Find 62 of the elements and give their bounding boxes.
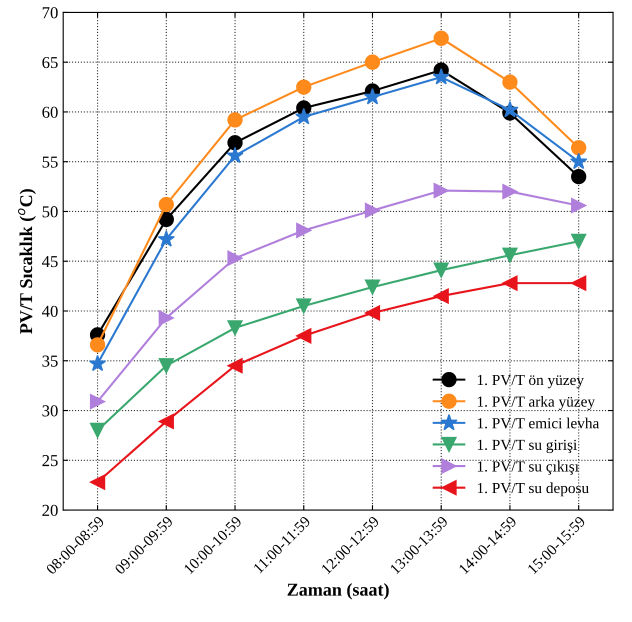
point	[571, 140, 586, 156]
point	[227, 320, 243, 336]
legend-label: 1. PV/T ön yüzey	[478, 374, 584, 388]
y-tick-label: 20	[42, 504, 58, 516]
point	[90, 337, 106, 352]
point	[571, 169, 586, 184]
point	[364, 305, 380, 321]
y-tick-label: 30	[42, 405, 58, 416]
point	[90, 422, 106, 438]
y-tick-label: 45	[42, 256, 58, 268]
legend-label: 1. PV/T su deposu	[478, 482, 589, 496]
y-tick-label: 55	[42, 156, 58, 168]
y-tick-label: 60	[42, 106, 58, 118]
y-axis-title: PV/T Sıcaklık ($^{o}$C)	[18, 189, 36, 334]
legend-label: 1. PV/T su girişi	[478, 440, 577, 454]
point	[227, 358, 243, 374]
point	[432, 68, 450, 85]
point	[571, 275, 586, 291]
x-axis-title: Zaman (saat)	[288, 583, 389, 600]
point	[434, 262, 449, 278]
y-tick-label: 50	[42, 206, 58, 218]
y-tick-label: 70	[42, 7, 58, 18]
point	[90, 474, 106, 490]
point	[501, 100, 519, 118]
point	[158, 414, 174, 430]
point	[158, 212, 174, 228]
legend-label: 1. PV/T emici levha	[478, 418, 600, 428]
point	[227, 135, 243, 150]
point	[364, 202, 380, 218]
point	[570, 152, 588, 170]
point	[227, 112, 243, 128]
point	[571, 234, 586, 249]
point	[434, 182, 449, 198]
point	[158, 230, 175, 247]
point	[158, 358, 174, 374]
legend-label: 1. PV/T su çıkışı	[478, 460, 579, 475]
point	[296, 79, 312, 95]
point	[364, 88, 382, 104]
point	[502, 275, 518, 291]
point	[296, 328, 312, 344]
point	[364, 279, 380, 295]
point	[364, 54, 380, 70]
point	[90, 394, 106, 410]
point	[158, 310, 174, 326]
point	[434, 30, 449, 46]
point	[296, 222, 312, 238]
point	[296, 298, 312, 314]
point	[158, 196, 174, 212]
y-tick-label: 35	[42, 356, 58, 367]
point	[88, 354, 106, 372]
point	[571, 198, 586, 214]
point	[502, 248, 518, 263]
y-tick-label: 65	[42, 56, 58, 68]
point	[502, 74, 518, 90]
point	[502, 184, 518, 200]
point	[226, 146, 244, 164]
point	[295, 108, 312, 124]
y-tick-label: 40	[42, 306, 58, 317]
point	[434, 288, 449, 304]
point	[227, 250, 243, 266]
legend-label: 1. PV/T arka yüzey	[478, 396, 595, 410]
y-tick-label: 25	[42, 455, 58, 466]
